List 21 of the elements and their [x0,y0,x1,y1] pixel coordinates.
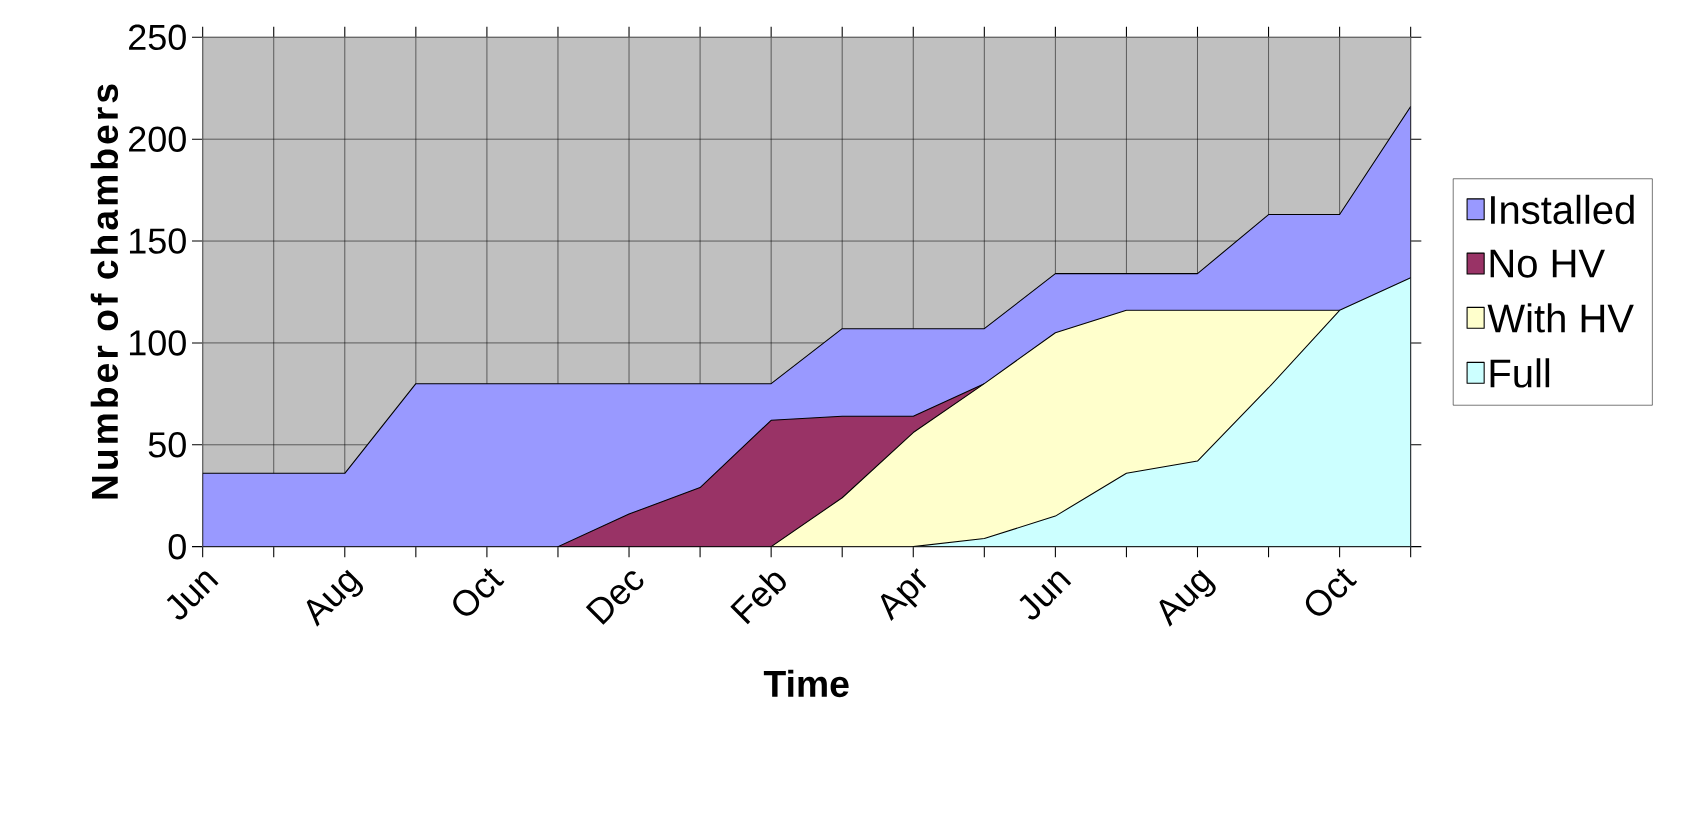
y-axis-title: Number of chambers [90,84,119,499]
x-tick-label: Jun [166,571,219,620]
x-axis-title: Time [763,669,849,698]
y-tick-label: 250 [129,24,186,51]
x-tick-label: Oct [453,568,505,616]
x-tick-label: Jun [1019,571,1072,620]
y-tick-label: 50 [148,432,186,458]
x-tick-label: Apr [880,568,927,622]
y-tick-label: 100 [129,330,186,356]
x-tick-label: Oct [1305,568,1358,616]
x-tick-label: Feb [730,572,786,625]
legend-label: Full [1490,358,1550,388]
x-tick-label: Aug [306,569,364,627]
y-tick-label: 200 [129,126,186,152]
legend-label: Installed [1491,194,1634,225]
legend-label: With HV [1487,303,1634,333]
x-tick-label: Dec [585,571,644,625]
y-tick-label: 150 [129,228,186,254]
y-tick-label: 0 [168,533,186,560]
x-tick-label: Aug [1159,569,1216,627]
legend-label: No HV [1490,249,1605,278]
